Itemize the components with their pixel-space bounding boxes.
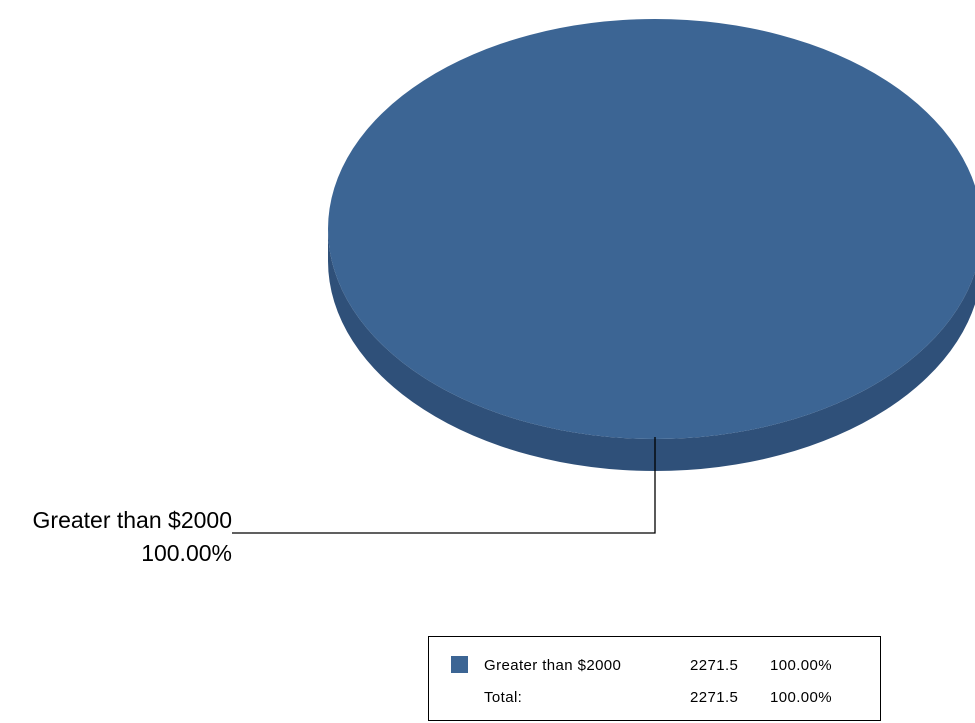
- legend: Greater than $2000 2271.5 100.00% Total:…: [428, 636, 881, 721]
- legend-row-1-value: 2271.5: [690, 657, 738, 674]
- legend-row-1-label: Greater than $2000: [484, 657, 621, 674]
- pie-slice-side-greater-than-2000: [328, 229, 975, 471]
- legend-row-2-percent: 100.00%: [770, 689, 832, 706]
- legend-row-1-percent: 100.00%: [770, 657, 832, 674]
- pie-slice-greater-than-2000: [328, 19, 975, 439]
- slice-label-name: Greater than $2000: [33, 507, 232, 533]
- legend-row-2-label: Total:: [484, 689, 522, 706]
- legend-swatch-greater-than-2000: [451, 656, 468, 673]
- legend-row-2-value: 2271.5: [690, 689, 738, 706]
- legend-border: [428, 636, 881, 721]
- slice-label-leader-line: [232, 437, 656, 534]
- slice-label-percent: 100.00%: [141, 540, 232, 566]
